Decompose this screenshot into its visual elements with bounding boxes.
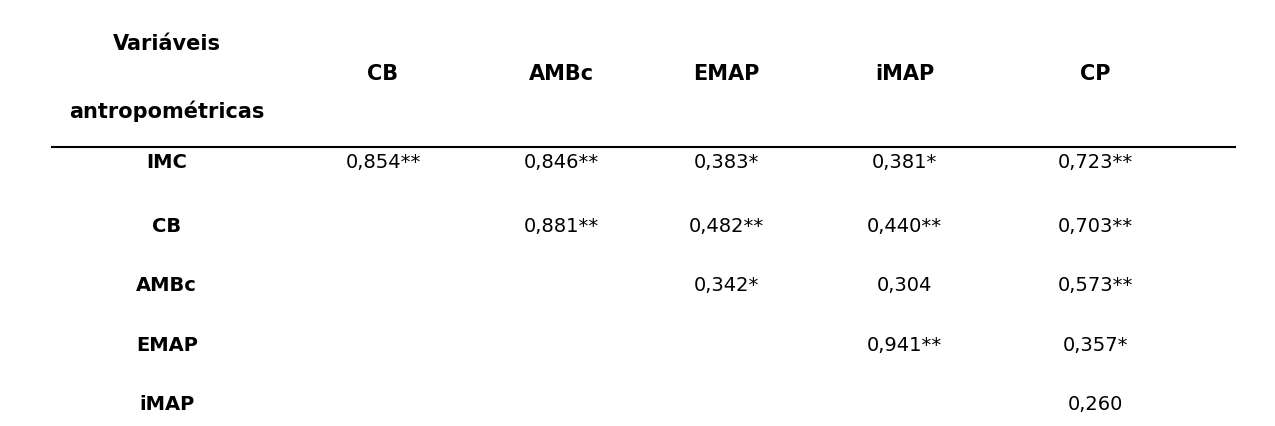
Text: iMAP: iMAP	[875, 63, 935, 83]
Text: AMBc: AMBc	[529, 63, 594, 83]
Text: 0,846**: 0,846**	[524, 153, 599, 172]
Text: iMAP: iMAP	[139, 394, 194, 413]
Text: 0,260: 0,260	[1067, 394, 1123, 413]
Text: antropométricas: antropométricas	[69, 101, 264, 122]
Text: 0,381*: 0,381*	[872, 153, 937, 172]
Text: 0,703**: 0,703**	[1058, 216, 1133, 235]
Text: 0,357*: 0,357*	[1063, 335, 1128, 354]
Text: EMAP: EMAP	[136, 335, 198, 354]
Text: 0,440**: 0,440**	[867, 216, 942, 235]
Text: 0,304: 0,304	[877, 276, 932, 294]
Text: EMAP: EMAP	[694, 63, 760, 83]
Text: CB: CB	[367, 63, 399, 83]
Text: 0,941**: 0,941**	[867, 335, 942, 354]
Text: CB: CB	[152, 216, 181, 235]
Text: AMBc: AMBc	[136, 276, 198, 294]
Text: 0,342*: 0,342*	[694, 276, 759, 294]
Text: 0,881**: 0,881**	[524, 216, 599, 235]
Text: Variáveis: Variáveis	[112, 34, 221, 54]
Text: IMC: IMC	[147, 153, 187, 172]
Text: 0,854**: 0,854**	[346, 153, 421, 172]
Text: 0,482**: 0,482**	[688, 216, 764, 235]
Text: 0,573**: 0,573**	[1058, 276, 1133, 294]
Text: CP: CP	[1080, 63, 1111, 83]
Text: 0,723**: 0,723**	[1058, 153, 1133, 172]
Text: 0,383*: 0,383*	[694, 153, 759, 172]
